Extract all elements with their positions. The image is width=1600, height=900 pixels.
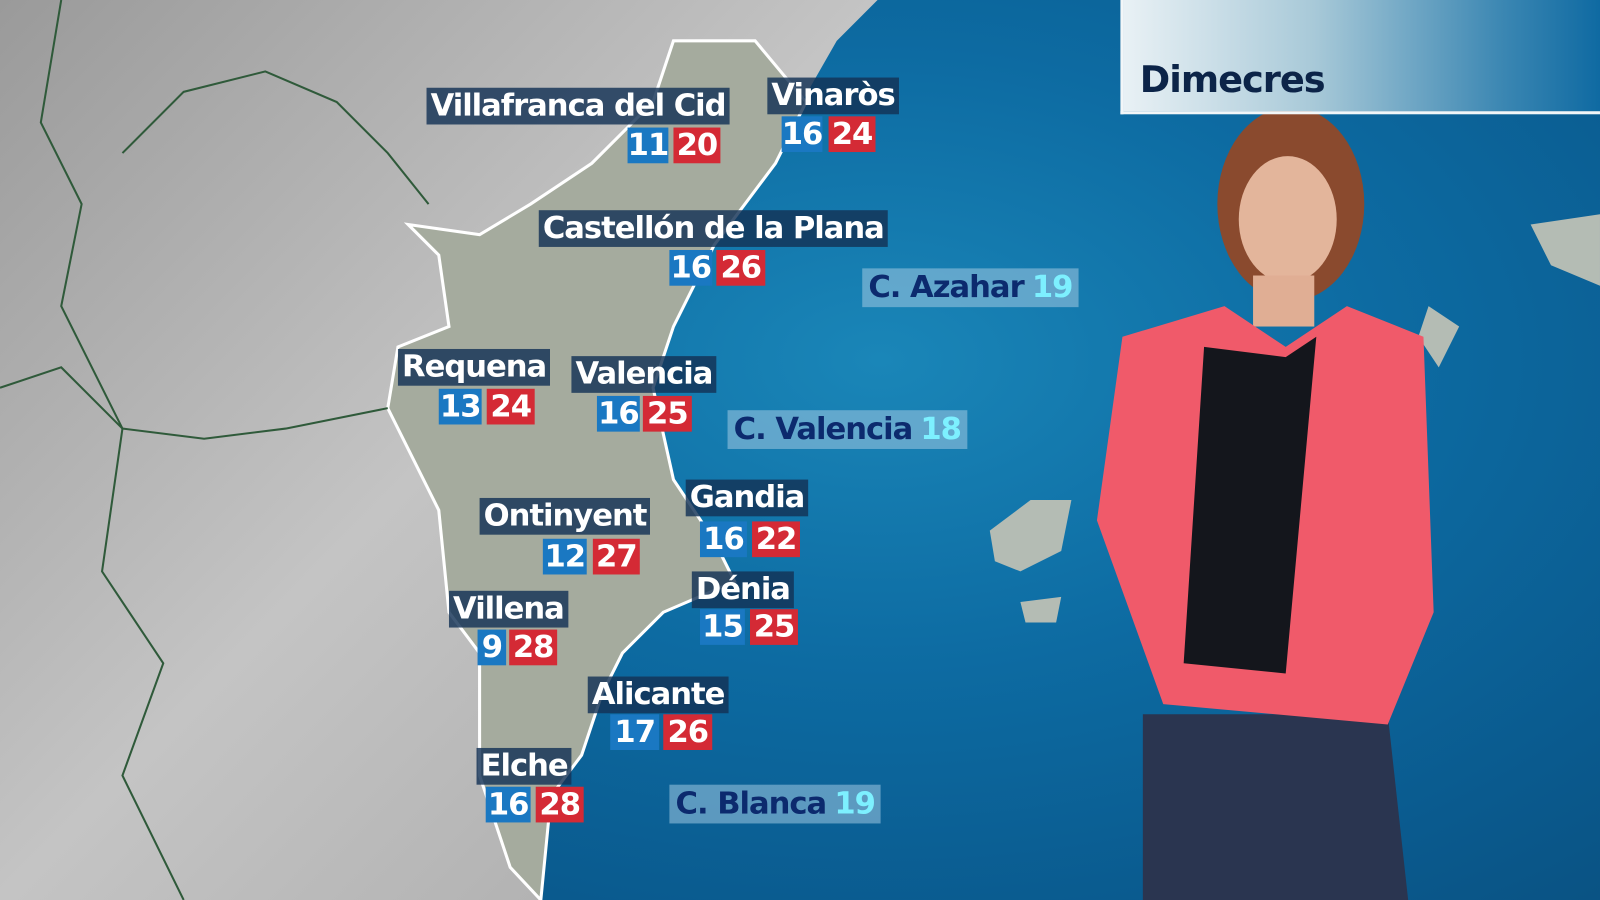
city-name: Villafranca del Cid [426, 87, 730, 125]
max-temp: 26 [716, 249, 766, 286]
sea-temp: 18 [920, 411, 962, 447]
city-name: Elche [476, 747, 572, 785]
min-temp: 9 [477, 629, 507, 666]
min-temp: 12 [542, 538, 587, 575]
min-temp: 16 [781, 116, 823, 153]
sea-name: C. Valencia [733, 411, 914, 447]
city-name: Villena [448, 590, 568, 628]
sea-temp-blanca: C. Blanca 19 [669, 784, 882, 824]
mallorca-island [1418, 214, 1600, 368]
min-temp: 16 [596, 395, 640, 432]
city-name: Ontinyent [479, 497, 651, 535]
min-temp: 16 [669, 249, 713, 286]
city-name: Dénia [691, 571, 795, 609]
min-temp: 17 [610, 714, 660, 750]
max-temp: 20 [673, 127, 721, 164]
ibiza-island [989, 499, 1072, 623]
sea-temp: 19 [1031, 269, 1074, 306]
max-temp: 27 [592, 538, 640, 575]
city-name: Gandia [685, 479, 809, 517]
city-name: Vinaròs [767, 77, 899, 115]
max-temp: 24 [828, 116, 876, 153]
day-panel: Dimecres [1120, 0, 1600, 115]
max-temp: 25 [642, 395, 692, 432]
min-temp: 15 [699, 609, 745, 645]
city-name: Requena [397, 348, 551, 386]
border-lines [0, 0, 430, 900]
sea-temp: 19 [834, 785, 876, 822]
min-temp: 11 [627, 127, 669, 164]
city-name: Alicante [587, 676, 729, 714]
sea-temp-azahar: C. Azahar 19 [862, 268, 1079, 308]
city-name: Valencia [571, 356, 717, 393]
max-temp: 28 [535, 786, 584, 823]
max-temp: 26 [663, 714, 713, 750]
max-temp: 22 [752, 521, 800, 558]
min-temp: 13 [438, 388, 482, 425]
day-label: Dimecres [1139, 59, 1326, 102]
sea-temp-valencia: C. Valencia 18 [727, 410, 968, 449]
max-temp: 25 [749, 609, 798, 645]
city-name: Castellón de la Plana [538, 210, 888, 247]
max-temp: 24 [486, 388, 535, 425]
presenter [1096, 107, 1434, 900]
sea-name: C. Azahar [868, 269, 1024, 306]
sea-name: C. Blanca [675, 785, 828, 822]
min-temp: 16 [485, 786, 531, 823]
min-temp: 16 [699, 521, 747, 558]
max-temp: 28 [509, 629, 558, 666]
